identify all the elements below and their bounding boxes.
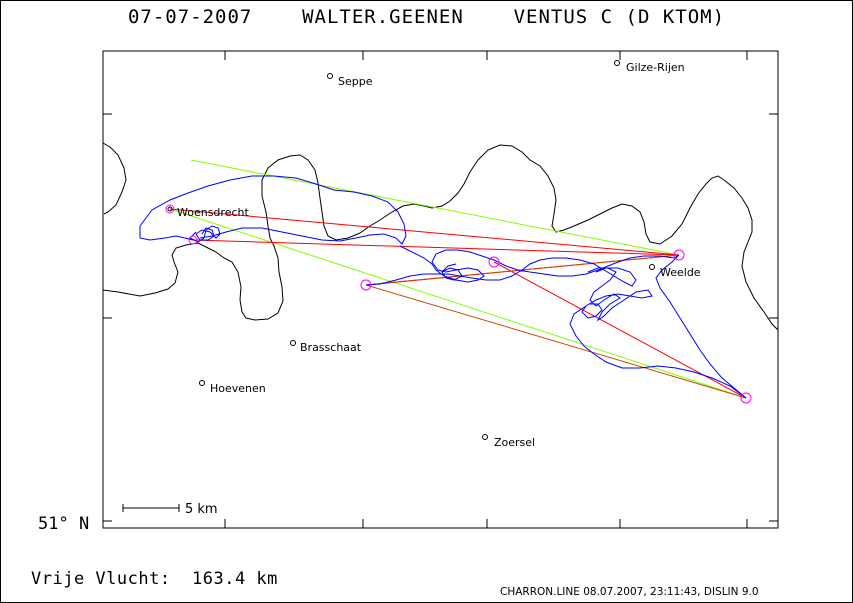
town-weelde: Weelde (649, 264, 701, 279)
town-marker (482, 434, 488, 440)
turnpoint-marker (673, 249, 685, 261)
frame-ticks (103, 51, 778, 528)
pilot-name: WALTER.GEENEN (302, 6, 464, 28)
national-border (102, 142, 779, 331)
town-marker (290, 340, 296, 346)
town-label: Weelde (660, 266, 701, 279)
map-frame (102, 50, 779, 529)
turnpoint-marker (488, 256, 500, 268)
task-leg (192, 239, 680, 256)
town-label: Zoersel (494, 436, 535, 449)
town-marker (167, 206, 173, 212)
town-label: Woensdrecht (177, 206, 249, 219)
task-leg (169, 208, 680, 256)
town-marker (199, 380, 205, 386)
turnpoint-marker (360, 279, 372, 291)
town-hoevenen: Hoevenen (199, 380, 266, 395)
glider-name: VENTUS C (D KTOM) (513, 6, 726, 28)
town-gilze-rijen: Gilze-Rijen (614, 60, 685, 74)
town-seppe: Seppe (327, 73, 373, 88)
alt-leg (190, 159, 680, 256)
flight-distance: Vrije Vlucht: 163.4 km (31, 569, 278, 589)
town-woensdrecht: Woensdrecht (167, 206, 249, 219)
town-label: Seppe (338, 75, 373, 88)
alt-leg (169, 208, 747, 399)
turnpoint-marker (165, 204, 175, 214)
town-label: Brasschaat (300, 341, 362, 354)
town-marker (327, 73, 333, 79)
town-marker (614, 60, 620, 66)
task-legs (169, 159, 747, 399)
latitude-label: 51° N (38, 514, 90, 534)
flight-track (139, 175, 747, 399)
final-leg (365, 284, 747, 399)
town-label: Hoevenen (210, 382, 266, 395)
town-label: Gilze-Rijen (626, 61, 685, 74)
scale-label: 5 km (185, 502, 218, 517)
task-leg (493, 261, 747, 399)
town-marker (649, 264, 655, 270)
turnpoint-marker (188, 235, 198, 245)
town-zoersel: Zoersel (482, 434, 535, 449)
turnpoint-marker (740, 392, 752, 404)
flight-date: 07-07-2007 (127, 6, 253, 28)
turnpoints (165, 204, 752, 404)
scale-bar (122, 504, 180, 512)
software-credit: CHARRON.LINE 08.07.2007, 23:11:43, DISLI… (500, 586, 759, 598)
page-title: 07-07-2007 WALTER.GEENEN VENTUS C (D KTO… (0, 6, 853, 28)
town-brasschaat: Brasschaat (290, 340, 362, 354)
